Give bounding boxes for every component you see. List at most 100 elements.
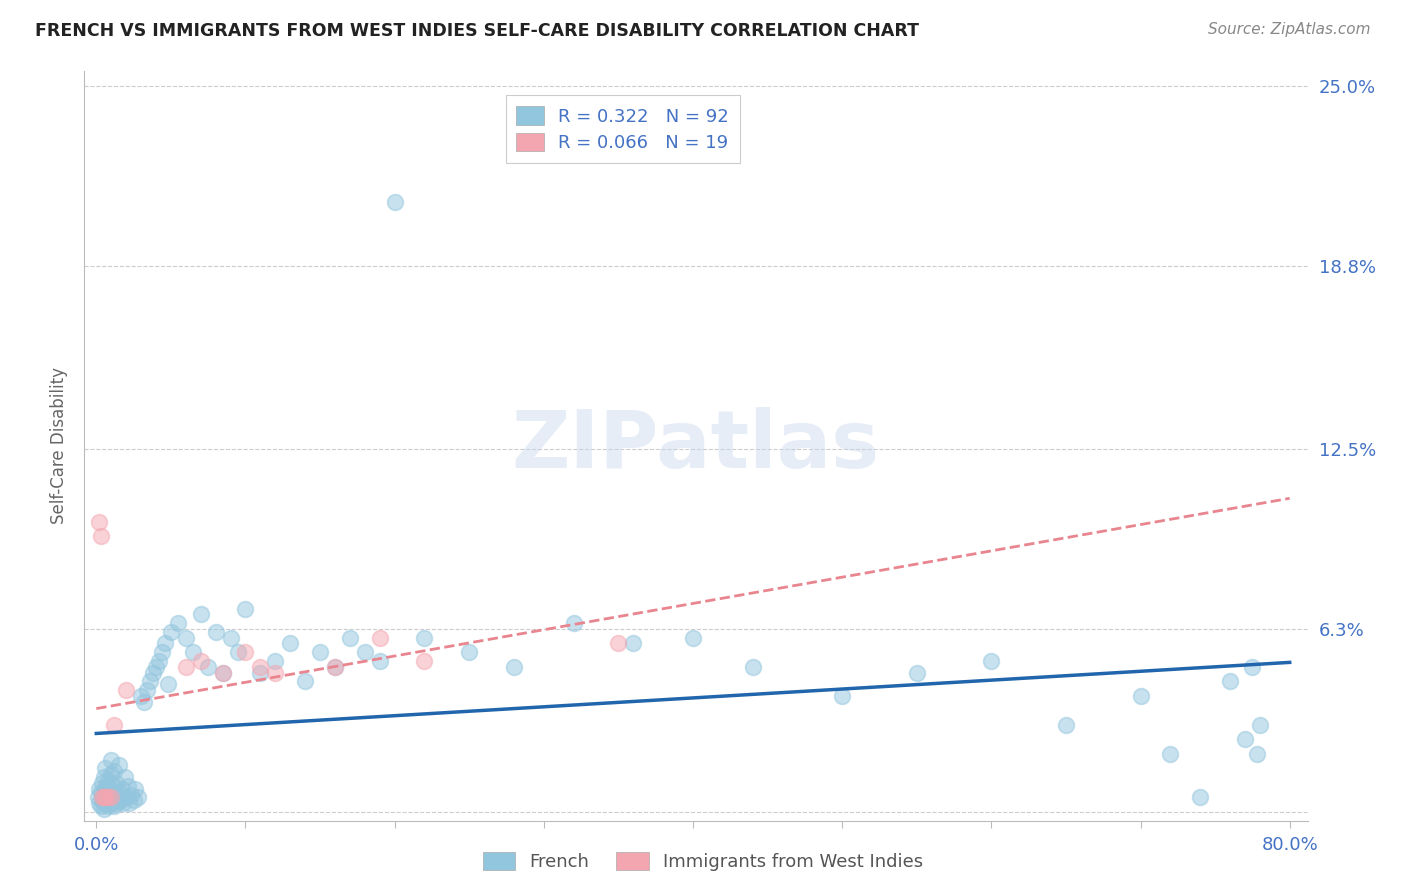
- Point: [111, 781, 134, 796]
- Point: [93, 788, 115, 802]
- Point: [90, 529, 112, 543]
- Point: [741, 659, 763, 673]
- Point: [114, 770, 136, 784]
- Point: [91, 790, 114, 805]
- Point: [132, 695, 155, 709]
- Point: [339, 631, 361, 645]
- Point: [103, 718, 125, 732]
- Point: [104, 776, 127, 790]
- Text: FRENCH VS IMMIGRANTS FROM WEST INDIES SELF-CARE DISABILITY CORRELATION CHART: FRENCH VS IMMIGRANTS FROM WEST INDIES SE…: [35, 22, 920, 40]
- Point: [97, 772, 120, 787]
- Point: [503, 659, 526, 673]
- Point: [94, 796, 117, 810]
- Point: [197, 659, 219, 673]
- Point: [112, 796, 135, 810]
- Point: [89, 515, 111, 529]
- Point: [413, 631, 436, 645]
- Point: [226, 645, 249, 659]
- Point: [93, 802, 115, 816]
- Point: [117, 779, 139, 793]
- Point: [115, 682, 138, 697]
- Point: [139, 674, 162, 689]
- Point: [107, 758, 129, 772]
- Point: [249, 659, 271, 673]
- Point: [368, 631, 391, 645]
- Point: [100, 767, 122, 781]
- Point: [1159, 747, 1181, 761]
- Point: [96, 793, 118, 807]
- Point: [100, 796, 122, 810]
- Point: [980, 654, 1002, 668]
- Point: [100, 790, 122, 805]
- Point: [94, 761, 117, 775]
- Point: [1219, 674, 1241, 689]
- Point: [142, 665, 165, 680]
- Text: ZIPatlas: ZIPatlas: [512, 407, 880, 485]
- Point: [97, 799, 120, 814]
- Point: [1246, 747, 1268, 761]
- Point: [1189, 790, 1212, 805]
- Point: [167, 616, 190, 631]
- Point: [91, 793, 114, 807]
- Point: [181, 645, 204, 659]
- Point: [264, 665, 287, 680]
- Point: [108, 793, 131, 807]
- Point: [90, 799, 112, 814]
- Point: [562, 616, 585, 631]
- Point: [91, 776, 114, 790]
- Point: [1233, 732, 1256, 747]
- Point: [107, 784, 129, 798]
- Point: [97, 790, 120, 805]
- Point: [89, 796, 111, 810]
- Point: [96, 779, 118, 793]
- Point: [89, 781, 111, 796]
- Point: [278, 636, 301, 650]
- Point: [148, 654, 170, 668]
- Point: [212, 665, 235, 680]
- Point: [368, 654, 391, 668]
- Point: [93, 790, 115, 805]
- Legend: R = 0.322   N = 92, R = 0.066   N = 19: R = 0.322 N = 92, R = 0.066 N = 19: [506, 95, 740, 163]
- Point: [831, 689, 853, 703]
- Point: [145, 659, 167, 673]
- Point: [174, 631, 197, 645]
- Point: [1241, 659, 1264, 673]
- Point: [100, 753, 122, 767]
- Point: [190, 607, 212, 622]
- Point: [101, 779, 124, 793]
- Point: [94, 790, 117, 805]
- Point: [384, 195, 406, 210]
- Point: [174, 659, 197, 673]
- Point: [98, 784, 121, 798]
- Point: [129, 689, 152, 703]
- Point: [136, 682, 159, 697]
- Point: [458, 645, 481, 659]
- Point: [212, 665, 235, 680]
- Point: [120, 788, 142, 802]
- Point: [1249, 718, 1271, 732]
- Point: [156, 677, 179, 691]
- Point: [264, 654, 287, 668]
- Legend: French, Immigrants from West Indies: French, Immigrants from West Indies: [475, 845, 931, 879]
- Point: [682, 631, 704, 645]
- Point: [115, 790, 138, 805]
- Point: [127, 790, 149, 805]
- Text: Source: ZipAtlas.com: Source: ZipAtlas.com: [1208, 22, 1371, 37]
- Point: [294, 674, 316, 689]
- Point: [90, 784, 112, 798]
- Point: [413, 654, 436, 668]
- Point: [150, 645, 173, 659]
- Point: [160, 624, 183, 639]
- Point: [309, 645, 332, 659]
- Point: [101, 793, 124, 807]
- Point: [94, 781, 117, 796]
- Y-axis label: Self-Care Disability: Self-Care Disability: [51, 368, 69, 524]
- Point: [621, 636, 644, 650]
- Point: [905, 665, 928, 680]
- Point: [87, 790, 110, 805]
- Point: [124, 781, 146, 796]
- Point: [235, 601, 257, 615]
- Point: [249, 665, 271, 680]
- Point: [103, 764, 125, 779]
- Point: [219, 631, 242, 645]
